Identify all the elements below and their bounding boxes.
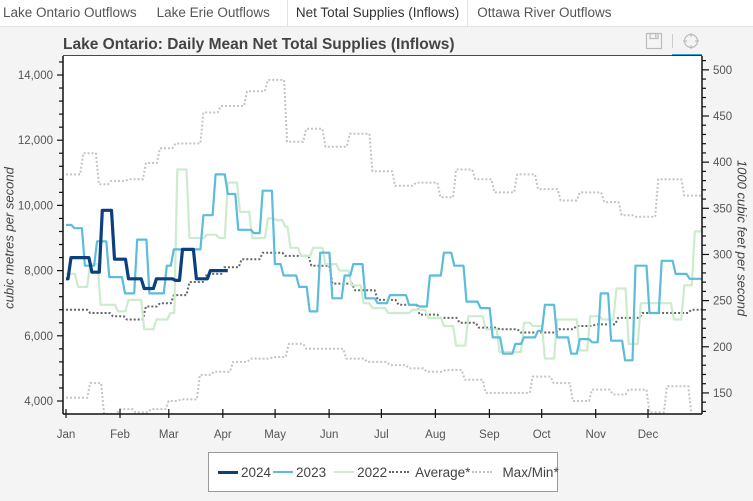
- y-tick-label: 6,000: [24, 331, 53, 343]
- chart-title: Lake Ontario: Daily Mean Net Total Suppl…: [63, 36, 455, 53]
- x-tick-label: Mar: [159, 429, 179, 441]
- tab-bar: Lake Ontario Outflows Lake Erie Outflows…: [0, 0, 753, 27]
- crosshair-icon: [683, 33, 699, 49]
- tab-ottawa-river-outflows[interactable]: Ottawa River Outflows: [477, 5, 612, 20]
- y-axis-label-left: cubic metres per second: [1, 167, 17, 309]
- x-tick-label: Feb: [110, 429, 130, 441]
- legend-label-2022: 2022: [357, 464, 388, 480]
- x-tick-label: Nov: [585, 429, 606, 441]
- series-line-2023: [66, 173, 702, 362]
- legend-swatch-average: [389, 471, 410, 473]
- x-tick-label: Oct: [533, 429, 552, 441]
- series-line-max: [66, 78, 702, 218]
- x-tick-label: Jan: [57, 429, 76, 441]
- x-tick-label: Dec: [638, 429, 659, 441]
- legend-item-2023[interactable]: 2023: [273, 465, 328, 480]
- legend-label-maxmin: Max/Min*: [502, 464, 559, 480]
- legend-swatch-2022: [334, 471, 355, 473]
- y2-tick-label: 500: [713, 65, 732, 77]
- x-tick-label: Sep: [479, 429, 499, 441]
- series-layer: [66, 78, 702, 414]
- legend-item-2024[interactable]: 2024: [218, 465, 273, 480]
- legend-item-maxmin[interactable]: Max/Min*: [472, 465, 560, 480]
- y-tick-label: 12,000: [18, 135, 53, 147]
- tab-lake-erie-outflows[interactable]: Lake Erie Outflows: [156, 5, 270, 20]
- x-tick-label: Aug: [425, 429, 445, 441]
- chart-toolbar: [644, 31, 701, 51]
- x-tick-label: Jun: [320, 429, 339, 441]
- floppy-disk-icon: [645, 32, 663, 50]
- y2-tick-label: 250: [713, 296, 732, 308]
- legend-label-average: Average*: [415, 464, 471, 480]
- y-tick-label: 14,000: [18, 70, 53, 82]
- y2-tick-label: 350: [713, 203, 732, 215]
- legend-item-average[interactable]: Average*: [389, 465, 472, 480]
- y2-tick-label: 450: [713, 111, 732, 123]
- tab-lake-ontario-outflows[interactable]: Lake Ontario Outflows: [3, 5, 137, 20]
- y-tick-label: 8,000: [24, 266, 53, 278]
- y-tick-label: 4,000: [24, 396, 53, 408]
- legend-item-2022[interactable]: 2022: [334, 465, 389, 480]
- y2-tick-label: 400: [713, 157, 732, 169]
- save-button[interactable]: [644, 31, 664, 51]
- legend-label-2023: 2023: [296, 464, 327, 480]
- legend-label-2024: 2024: [241, 464, 272, 480]
- series-line-average: [66, 251, 702, 334]
- legend-swatch-maxmin: [472, 471, 493, 473]
- y2-tick-label: 200: [713, 342, 732, 354]
- series-line-min: [66, 342, 702, 414]
- y2-tick-label: 300: [713, 249, 732, 261]
- series-line-2022: [66, 168, 702, 360]
- x-tick-label: Apr: [214, 429, 232, 441]
- x-tick-label: May: [264, 429, 286, 441]
- plot-area: [63, 56, 702, 414]
- crosshair-button[interactable]: [681, 31, 701, 51]
- y-axis-label-right: 1000 cubic feet per second: [734, 159, 750, 317]
- axes-layer: 4,000 6,000 8,000 10,000 12,000 14,000 150 200 2…: [18, 56, 732, 441]
- chart-legend: 2024 2023 2022 Average* Max/Min*: [208, 452, 560, 492]
- tab-net-total-supplies[interactable]: Net Total Supplies (Inflows): [286, 0, 469, 26]
- y-tick-label: 10,000: [18, 200, 53, 212]
- y2-tick-label: 150: [713, 388, 732, 400]
- x-tick-label: Jul: [374, 429, 389, 441]
- legend-swatch-2023: [273, 471, 294, 473]
- toolbar-divider: [672, 34, 673, 48]
- legend-swatch-2024: [218, 470, 238, 474]
- series-line-2024: [66, 208, 228, 291]
